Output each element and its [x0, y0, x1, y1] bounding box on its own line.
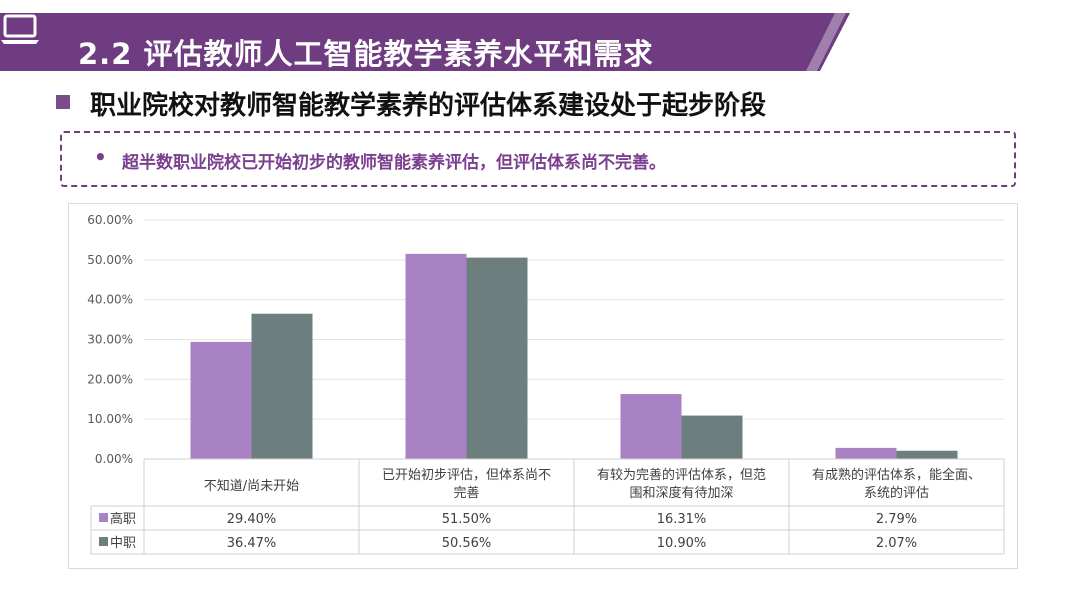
category-label: 系统的评估	[864, 485, 929, 501]
data-label: 36.47%	[227, 536, 277, 551]
bar-高职-3	[620, 394, 682, 459]
y-tick-label: 30.00%	[87, 333, 133, 347]
category-label: 围和深度有待加深	[629, 485, 733, 501]
legend-key-高职	[99, 513, 108, 522]
category-label: 有成熟的评估体系，能全面、	[812, 467, 981, 483]
category-label: 完善	[453, 485, 479, 501]
y-tick-label: 40.00%	[87, 293, 133, 307]
data-label: 2.07%	[876, 536, 917, 551]
data-label: 50.56%	[442, 536, 492, 551]
data-label: 2.79%	[876, 512, 917, 527]
note-text: 超半数职业院校已开始初步的教师智能素养评估，但评估体系尚不完善。	[122, 153, 666, 173]
data-label: 10.90%	[657, 536, 707, 551]
category-label: 已开始初步评估，但体系尚不	[382, 468, 551, 483]
y-tick-label: 10.00%	[87, 412, 133, 426]
laptop-icon	[1, 14, 39, 44]
page-title: 2.2 评估教师人工智能教学素养水平和需求	[78, 37, 654, 71]
note-box: • 超半数职业院校已开始初步的教师智能素养评估，但评估体系尚不完善。	[60, 131, 1016, 187]
data-label: 51.50%	[442, 512, 492, 527]
bar-高职-4	[835, 447, 897, 459]
y-tick-label: 0.00%	[95, 452, 133, 466]
legend-label: 高职	[110, 511, 136, 527]
data-label: 16.31%	[657, 512, 707, 527]
category-label: 有较为完善的评估体系，但范	[597, 467, 766, 483]
bar-中职-3	[681, 415, 743, 459]
bar-中职-1	[251, 313, 313, 459]
y-tick-label: 60.00%	[87, 213, 133, 227]
bar-高职-2	[405, 253, 467, 459]
bar-中职-2	[466, 257, 528, 459]
bar-高职-1	[190, 341, 252, 459]
y-tick-label: 20.00%	[87, 372, 133, 386]
bullet-square-icon	[56, 95, 70, 109]
title-banner: 2.2 评估教师人工智能教学素养水平和需求	[0, 13, 850, 71]
bar-中职-4	[896, 450, 958, 459]
category-label: 不知道/尚未开始	[204, 478, 299, 494]
chart-frame: 0.00% 10.00% 20.00% 30.00% 40.00% 50.00% 60.00…	[68, 203, 1018, 569]
data-label: 29.40%	[227, 512, 277, 527]
legend-key-中职	[99, 537, 108, 546]
banner-background	[0, 13, 850, 71]
y-tick-label: 50.00%	[87, 253, 133, 267]
legend-label: 中职	[110, 536, 136, 551]
subtitle: 职业院校对教师智能教学素养的评估体系建设处于起步阶段	[90, 91, 767, 121]
note-bullet-icon: •	[94, 145, 107, 169]
bar-chart: 0.00% 10.00% 20.00% 30.00% 40.00% 50.00% 60.00…	[87, 213, 1005, 555]
